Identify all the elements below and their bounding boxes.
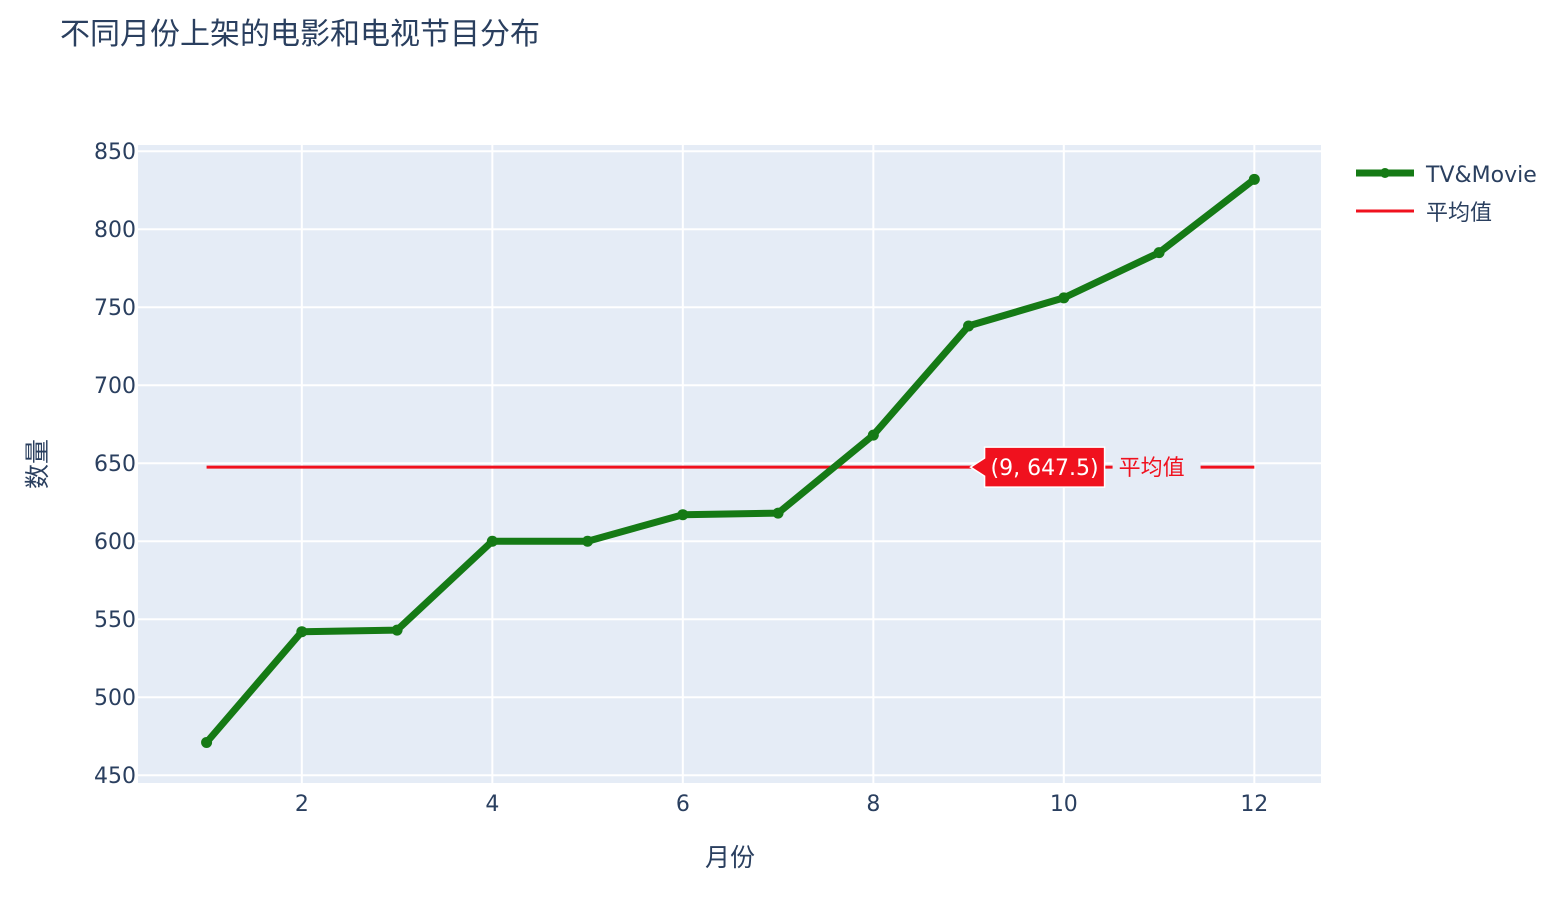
x-axis: 2 4 6 8 10 12	[295, 792, 1268, 817]
data-point[interactable]	[1058, 292, 1070, 304]
y-axis-title-group: 数量	[23, 439, 52, 489]
y-tick-label: 750	[94, 296, 136, 321]
y-tick-label: 500	[94, 686, 136, 711]
grid-lines	[138, 145, 1321, 783]
y-axis-title: 数量	[23, 439, 52, 489]
data-point[interactable]	[963, 320, 975, 332]
data-point[interactable]	[677, 509, 689, 521]
x-axis-title: 月份	[705, 843, 755, 872]
mean-annotation: (9, 647.5) 平均值	[969, 446, 1201, 488]
data-point[interactable]	[391, 624, 403, 636]
legend-item-mean[interactable]: 平均值	[1356, 201, 1492, 226]
data-point[interactable]	[486, 535, 498, 547]
x-tick-label: 4	[485, 792, 499, 817]
y-tick-label: 550	[94, 608, 136, 633]
mean-line-label: 平均值	[1119, 456, 1185, 481]
annotation-box	[969, 446, 1106, 488]
data-point[interactable]	[867, 429, 879, 441]
legend-label-mean: 平均值	[1426, 201, 1492, 226]
x-tick-label: 2	[295, 792, 309, 817]
legend-label-tv-movie: TV&Movie	[1425, 163, 1537, 188]
data-point[interactable]	[772, 507, 784, 519]
chart-title: 不同月份上架的电影和电视节目分布	[60, 17, 540, 52]
legend-marker-tv-movie	[1380, 168, 1390, 178]
data-point[interactable]	[582, 535, 594, 547]
data-point[interactable]	[296, 626, 308, 638]
legend-item-tv-movie[interactable]: TV&Movie	[1356, 163, 1537, 188]
annotation-value-label: (9, 647.5)	[991, 456, 1099, 481]
x-tick-label: 6	[676, 792, 690, 817]
y-tick-label: 700	[94, 374, 136, 399]
data-point[interactable]	[1153, 247, 1165, 259]
y-tick-label: 650	[94, 452, 136, 477]
x-tick-label: 10	[1050, 792, 1078, 817]
y-tick-label: 450	[94, 764, 136, 789]
series-line-tv-movie	[203, 175, 1258, 746]
data-point[interactable]	[201, 736, 213, 748]
x-tick-label: 12	[1240, 792, 1268, 817]
legend: TV&Movie 平均值	[1356, 163, 1537, 226]
y-tick-label: 850	[94, 140, 136, 165]
y-axis: 450 500 550 600 650 700 750 800 850	[94, 140, 136, 789]
data-point[interactable]	[1248, 173, 1260, 185]
x-tick-label: 8	[866, 792, 880, 817]
mean-label-bg	[1112, 452, 1201, 483]
x-axis-title-group: 月份	[705, 843, 755, 872]
y-tick-label: 600	[94, 530, 136, 555]
y-tick-label: 800	[94, 218, 136, 243]
